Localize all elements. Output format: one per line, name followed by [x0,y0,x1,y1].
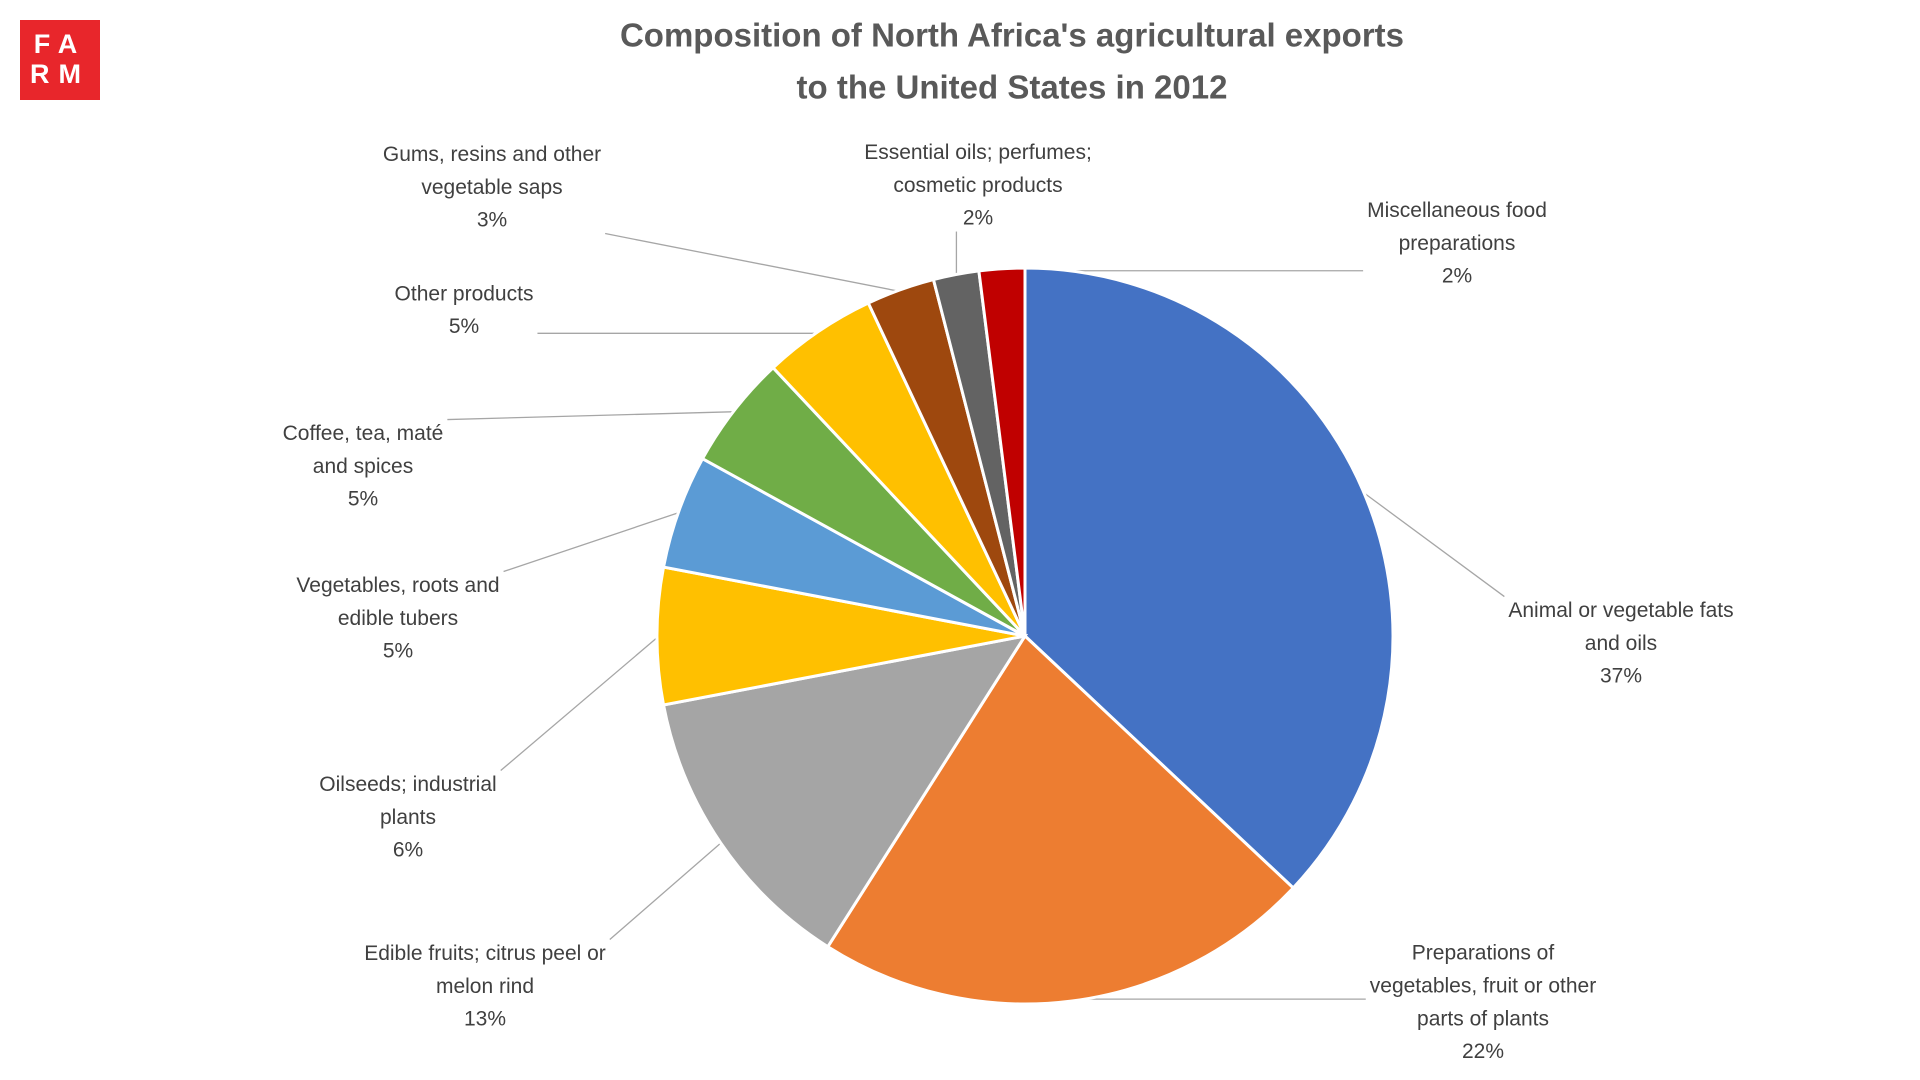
leader-line [1360,490,1505,598]
leader-line [609,841,723,941]
leader-lines [447,231,1505,1000]
slice-label: Gums, resins and other vegetable saps [383,143,601,199]
slice-label: Oilseeds; industrial plants [319,773,496,829]
slice-label: Other products [395,282,534,305]
slice-label: Vegetables, roots and edible tubers [296,574,499,630]
pie-slice [655,565,1026,707]
value-label: 2% [1442,265,1472,288]
value-label: 37% [1600,665,1642,688]
chart-title: to the United States in 2012 [797,69,1228,106]
value-label: 5% [449,315,479,338]
slice-label: Animal or vegetable fats and oils [1508,599,1733,655]
value-label: 6% [393,839,423,862]
value-label: 22% [1462,1040,1504,1063]
logo-text: RM [30,59,90,89]
chart-title: Composition of North Africa's agricultur… [620,17,1404,54]
leader-line [503,511,681,573]
value-label: 13% [464,1008,506,1031]
value-label: 3% [477,209,507,232]
slices [655,266,1395,1006]
logo-box [20,20,100,100]
value-label: 2% [963,207,993,230]
leader-line [605,232,902,293]
leader-line [500,635,660,772]
pie-slice [661,633,1029,949]
slice-label: Preparations of vegetables, fruit or othe… [1370,941,1596,1030]
slice-label: Coffee, tea, maté and spices [283,422,444,478]
value-label: 5% [383,640,413,663]
slice-label: Miscellaneous food preparations [1367,199,1547,255]
leader-line [447,411,736,421]
slice-label: Edible fruits; citrus peel or melon rind [364,942,606,998]
pie-slice [977,266,1027,637]
pie-slice [1023,266,1395,891]
labels: Animal or vegetable fats and oils 37% Prepa… [283,141,1734,1064]
pie-slice [825,633,1296,1006]
value-label: 5% [348,488,378,511]
slice-label: Essential oils; perfumes; cosmetic produc… [864,141,1092,197]
logo-text: FA [34,29,87,59]
